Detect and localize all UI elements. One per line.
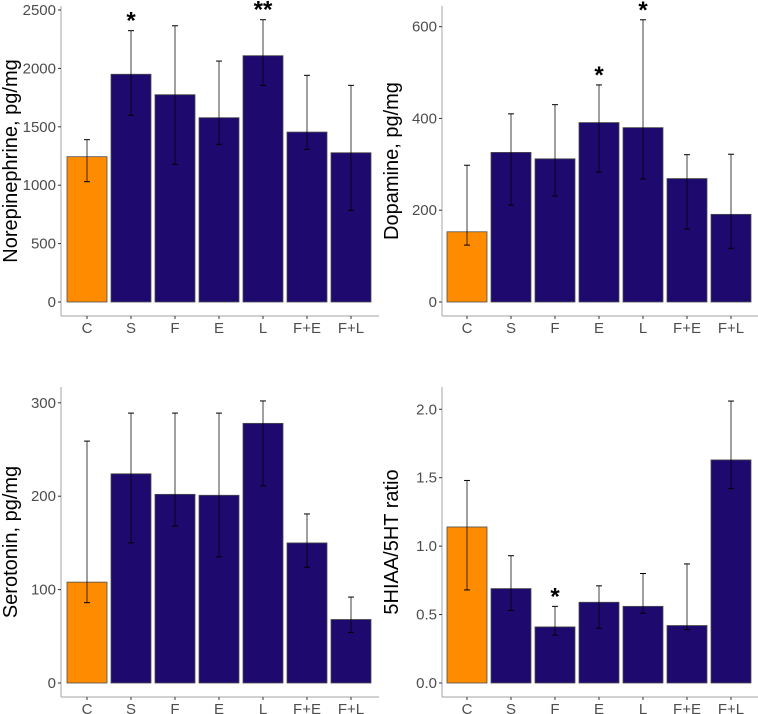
chart-panel-dopamine: 0 200 400 600 Dopamine, pg/mg C S F E * L * F+E F+L bbox=[381, 0, 758, 337]
x-tick-label: C bbox=[82, 320, 93, 337]
y-axis-title: Dopamine, pg/mg bbox=[381, 82, 403, 240]
x-tick-label: E bbox=[594, 701, 604, 714]
significance-marker: * bbox=[638, 0, 648, 24]
x-tick-label: F+E bbox=[293, 701, 321, 714]
x-tick-label: F+E bbox=[673, 701, 701, 714]
y-tick-label: 1500 bbox=[23, 119, 56, 136]
bar-E bbox=[198, 117, 240, 303]
x-tick-label: F+L bbox=[338, 701, 364, 714]
chart-panel-norepinephrine: 0 500 1000 1500 2000 2500 Norepinephrine, pg/m… bbox=[0, 0, 379, 337]
bar-F bbox=[154, 94, 196, 303]
y-tick-label: 0.0 bbox=[416, 675, 437, 692]
y-tick-label: 500 bbox=[31, 236, 56, 253]
x-tick-label: S bbox=[126, 701, 136, 714]
y-tick-label: 2500 bbox=[23, 2, 56, 19]
y-tick-label: 200 bbox=[412, 202, 437, 219]
y-tick-label: 600 bbox=[412, 19, 437, 36]
x-tick-label: S bbox=[126, 320, 136, 337]
y-tick-label: 300 bbox=[31, 395, 56, 412]
x-tick-label: F+E bbox=[293, 320, 321, 337]
y-tick-label: 0 bbox=[48, 675, 56, 692]
y-axis-title: Norepinephrine, pg/mg bbox=[0, 59, 22, 262]
bar-E bbox=[578, 122, 620, 303]
y-tick-label: 2.0 bbox=[416, 401, 437, 418]
y-tick-label: 200 bbox=[31, 488, 56, 505]
x-tick-label: F bbox=[170, 701, 179, 714]
y-axis-title: Serotonin, pg/mg bbox=[0, 466, 22, 618]
x-tick-label: F bbox=[550, 320, 559, 337]
x-tick-label: C bbox=[462, 320, 473, 337]
bar-F+E bbox=[666, 625, 708, 684]
y-tick-label: 1.5 bbox=[416, 470, 437, 487]
significance-marker: * bbox=[594, 62, 604, 89]
x-tick-label: S bbox=[506, 320, 516, 337]
y-tick-label: 100 bbox=[31, 582, 56, 599]
x-tick-label: L bbox=[639, 320, 647, 337]
x-tick-label: L bbox=[259, 320, 267, 337]
x-tick-label: F+E bbox=[673, 320, 701, 337]
chart-panel-serotonin: 0 100 200 300 Serotonin, pg/mg C S F E L F+E F+L bbox=[0, 387, 379, 714]
bar-L bbox=[242, 55, 284, 303]
y-axis-title: 5HIAA/5HT ratio bbox=[381, 469, 403, 614]
bar-F bbox=[534, 626, 576, 684]
x-tick-label: L bbox=[639, 701, 647, 714]
y-tick-label: 1.0 bbox=[416, 538, 437, 555]
x-tick-label: L bbox=[259, 701, 267, 714]
x-tick-label: F bbox=[550, 701, 559, 714]
y-tick-label: 400 bbox=[412, 110, 437, 127]
x-tick-label: E bbox=[214, 320, 224, 337]
x-tick-label: E bbox=[214, 701, 224, 714]
x-tick-label: F+L bbox=[718, 701, 744, 714]
significance-marker: * bbox=[550, 583, 560, 610]
bar-L bbox=[622, 605, 664, 684]
chart-panel-ratio: 0.0 0.5 1.0 1.5 2.0 5HIAA/5HT ratio C S F * E L F+E F… bbox=[381, 387, 758, 714]
bar-F+L bbox=[710, 459, 752, 684]
x-tick-label: C bbox=[82, 701, 93, 714]
x-tick-label: C bbox=[462, 701, 473, 714]
y-tick-label: 0.5 bbox=[416, 607, 437, 624]
x-tick-label: S bbox=[506, 701, 516, 714]
significance-marker: ** bbox=[254, 0, 273, 24]
x-tick-label: F bbox=[170, 320, 179, 337]
x-tick-label: F+L bbox=[338, 320, 364, 337]
significance-marker: * bbox=[126, 8, 136, 35]
y-tick-label: 2000 bbox=[23, 60, 56, 77]
y-tick-label: 0 bbox=[429, 294, 437, 311]
y-tick-label: 1000 bbox=[23, 177, 56, 194]
bar-F+E bbox=[286, 131, 328, 303]
y-tick-label: 0 bbox=[48, 294, 56, 311]
x-tick-label: F+L bbox=[718, 320, 744, 337]
x-tick-label: E bbox=[594, 320, 604, 337]
